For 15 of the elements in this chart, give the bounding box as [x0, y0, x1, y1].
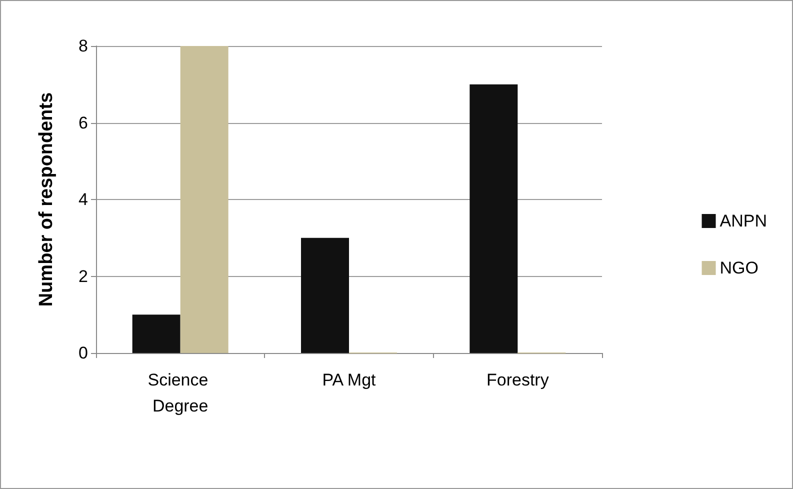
y-tick-label: 2	[78, 266, 88, 286]
x-tick-label: PA Mgt	[322, 370, 376, 390]
y-tick-label: 6	[78, 113, 88, 132]
y-tick-label: 4	[78, 190, 88, 209]
bar	[180, 46, 228, 353]
bar	[301, 238, 349, 353]
y-axis-title: Number of respondents	[36, 92, 57, 307]
bar	[132, 314, 180, 353]
legend-label: ANPN	[720, 212, 768, 230]
y-tick-label: 8	[78, 36, 88, 56]
x-tick-label: Science Degree	[148, 370, 213, 416]
legend-label: NGO	[720, 258, 759, 278]
bar	[470, 84, 518, 353]
x-tick-label: Forestry	[486, 370, 550, 390]
y-tick-label: 0	[78, 344, 88, 362]
